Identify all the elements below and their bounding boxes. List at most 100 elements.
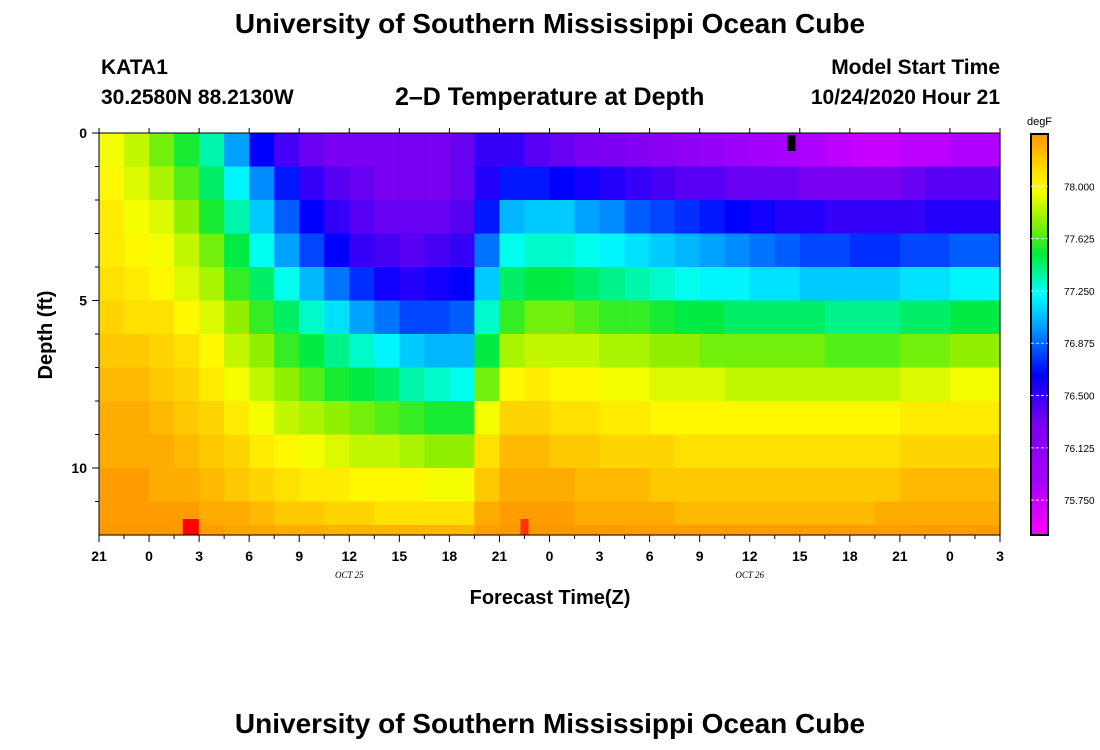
- heatmap-cell: [699, 524, 726, 536]
- heatmap-cell: [949, 233, 976, 268]
- heatmap-cell: [574, 501, 601, 526]
- heatmap-cell: [824, 166, 851, 201]
- chart-subtitle: 2–D Temperature at Depth: [395, 83, 705, 111]
- heatmap-cell: [474, 468, 501, 503]
- heatmap-cell: [449, 401, 476, 436]
- heatmap-cell: [899, 267, 926, 302]
- heatmap-cell: [974, 233, 1001, 268]
- heatmap-cell: [899, 166, 926, 201]
- heatmap-cell: [674, 166, 701, 201]
- heatmap-cell: [149, 367, 175, 402]
- heatmap-cell: [174, 200, 200, 235]
- heatmap-cell: [299, 166, 325, 201]
- colorbar-unit: degF: [1027, 116, 1052, 128]
- heatmap-cell: [624, 434, 651, 469]
- x-axis-label: Forecast Time(Z): [470, 587, 631, 609]
- heatmap-cell: [474, 501, 501, 526]
- heatmap-cell: [349, 334, 375, 369]
- y-axis: 0 5 10: [71, 125, 99, 502]
- heatmap-cell: [724, 501, 751, 526]
- heatmap-cell: [149, 401, 175, 436]
- heatmap-cell: [424, 166, 450, 201]
- x-tick-label: 9: [295, 548, 303, 564]
- heatmap-cell: [524, 334, 551, 369]
- heatmap-cell: [349, 200, 375, 235]
- heatmap-cell: [274, 267, 300, 302]
- heatmap-cell: [149, 501, 175, 526]
- heatmap-cell: [924, 267, 951, 302]
- heatmap-cell: [624, 200, 651, 235]
- heatmap-cell: [499, 334, 526, 369]
- heatmap-cell: [624, 524, 651, 536]
- heatmap-cell: [249, 401, 275, 436]
- heatmap-cell: [224, 200, 250, 235]
- heatmap-cell: [99, 524, 125, 536]
- x-tick-label: 21: [492, 548, 508, 564]
- model-start-label: Model Start Time: [831, 56, 1000, 79]
- heatmap-cell: [599, 300, 626, 335]
- heatmap-cell: [974, 334, 1001, 369]
- heatmap-cell: [349, 133, 375, 168]
- heatmap-cell: [624, 300, 651, 335]
- heatmap-cell: [749, 200, 776, 235]
- station-coordinates: 30.2580N 88.2130W: [101, 86, 294, 109]
- heatmap-cell: [749, 401, 776, 436]
- heatmap-cell: [149, 133, 175, 168]
- heatmap-cell: [824, 133, 851, 168]
- heatmap-cell: [899, 300, 926, 335]
- heatmap-cell: [249, 367, 275, 402]
- heatmap-cell: [699, 501, 726, 526]
- heatmap-cell: [399, 233, 425, 268]
- heatmap-cell: [574, 233, 601, 268]
- heatmap-cell: [124, 401, 150, 436]
- heatmap-cell: [249, 524, 275, 536]
- heatmap-cell: [699, 401, 726, 436]
- heatmap-cell: [749, 334, 776, 369]
- heatmap-cell: [724, 367, 751, 402]
- heatmap-cell: [199, 133, 225, 168]
- heatmap-cell: [349, 501, 375, 526]
- heatmap-cell: [499, 434, 526, 469]
- heatmap-cell: [499, 524, 526, 536]
- heatmap-cells: [99, 133, 1001, 536]
- x-tick-label: 6: [245, 548, 253, 564]
- heatmap-cell: [824, 300, 851, 335]
- heatmap-cell: [524, 300, 551, 335]
- heatmap-cell: [374, 166, 400, 201]
- heatmap-cell: [99, 200, 125, 235]
- heatmap-cell: [674, 300, 701, 335]
- heatmap-cell: [524, 133, 551, 168]
- heatmap-cell: [524, 524, 551, 536]
- heatmap-cell: [274, 434, 300, 469]
- heatmap-cell: [249, 468, 275, 503]
- heatmap-cell: [899, 133, 926, 168]
- heatmap-cell: [474, 300, 501, 335]
- heatmap-cell: [749, 300, 776, 335]
- heatmap-cell: [949, 401, 976, 436]
- heatmap-cell: [949, 468, 976, 503]
- heatmap-cell: [299, 133, 325, 168]
- heatmap-cell: [149, 233, 175, 268]
- y-tick-label: 5: [79, 293, 87, 309]
- heatmap-cell: [699, 468, 726, 503]
- heatmap-cell: [99, 434, 125, 469]
- heatmap-cell: [799, 267, 826, 302]
- heatmap-cell: [874, 468, 901, 503]
- heatmap-cell: [624, 166, 651, 201]
- heatmap-cell: [724, 133, 751, 168]
- heatmap-cell: [449, 434, 476, 469]
- x-tick-label: 3: [996, 548, 1004, 564]
- heatmap-cell: [149, 434, 175, 469]
- heatmap-cell: [424, 367, 450, 402]
- heatmap-cell: [874, 334, 901, 369]
- heatmap-cell: [799, 401, 826, 436]
- heatmap-cell: [874, 133, 901, 168]
- x-tick-label: 15: [792, 548, 808, 564]
- heatmap-cell: [324, 233, 350, 268]
- heatmap-cell: [674, 501, 701, 526]
- heatmap-cell: [324, 267, 350, 302]
- heatmap-cell: [199, 524, 225, 536]
- heatmap-cell: [924, 133, 951, 168]
- heatmap-cell: [399, 501, 425, 526]
- heatmap-markers: [182, 135, 796, 535]
